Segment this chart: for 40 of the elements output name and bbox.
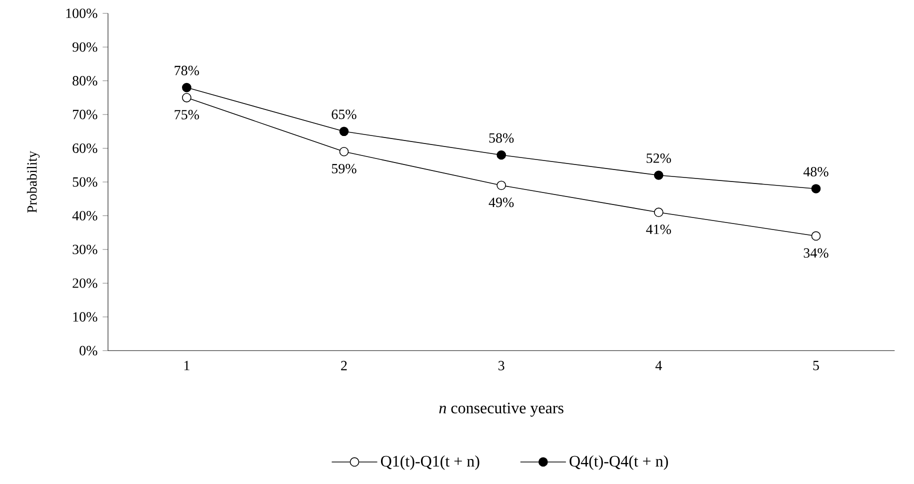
x-tick-label: 1 bbox=[184, 360, 190, 370]
y-tick-label: 30% bbox=[72, 244, 98, 254]
point bbox=[339, 146, 349, 156]
x-tick-label: 4 bbox=[655, 360, 662, 370]
point bbox=[654, 208, 664, 218]
point bbox=[654, 170, 664, 180]
x-tick-label: 5 bbox=[813, 360, 819, 370]
y-tick-label: 80% bbox=[72, 76, 98, 86]
data-label: 78% bbox=[174, 66, 200, 76]
x-axis-title: n consecutive years bbox=[439, 402, 564, 417]
point bbox=[182, 92, 192, 102]
point bbox=[496, 150, 506, 160]
data-label: 65% bbox=[332, 110, 356, 120]
y-tick-label: 0% bbox=[80, 346, 98, 356]
legend-label: Q4(t)-Q4(t + n) bbox=[570, 455, 668, 470]
x-tick-label: 2 bbox=[341, 360, 347, 370]
data-label: 59% bbox=[332, 164, 356, 174]
y-tick-label: 90% bbox=[72, 42, 98, 52]
y-tick-label: 50% bbox=[72, 177, 98, 187]
y-axis-title: Probability bbox=[26, 150, 40, 213]
y-tick-label: 70% bbox=[73, 110, 98, 120]
y-tick-label: 40% bbox=[72, 210, 98, 220]
point bbox=[339, 126, 349, 136]
legend-label: Q1(t)-Q1(t + n) bbox=[380, 455, 480, 470]
y-tick-label: 10% bbox=[73, 312, 98, 322]
point bbox=[811, 184, 821, 194]
y-tick-label: 100% bbox=[66, 8, 98, 18]
data-label: 41% bbox=[646, 224, 671, 234]
data-label: 34% bbox=[804, 248, 828, 258]
data-label: 48% bbox=[803, 166, 828, 176]
data-label: 49% bbox=[488, 198, 514, 208]
data-label: 58% bbox=[489, 133, 514, 143]
data-label: 75% bbox=[174, 110, 200, 120]
point bbox=[811, 231, 821, 241]
y-tick-label: 20% bbox=[72, 278, 98, 288]
x-tick-label: 3 bbox=[498, 360, 504, 370]
y-tick-label: 60% bbox=[72, 144, 98, 154]
point bbox=[182, 82, 192, 92]
data-label: 52% bbox=[646, 153, 671, 163]
point bbox=[496, 180, 506, 190]
